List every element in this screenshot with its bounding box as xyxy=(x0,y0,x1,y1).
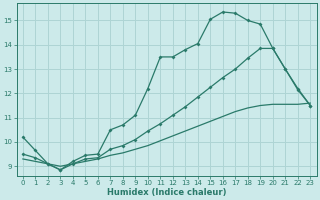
X-axis label: Humidex (Indice chaleur): Humidex (Indice chaleur) xyxy=(107,188,226,197)
